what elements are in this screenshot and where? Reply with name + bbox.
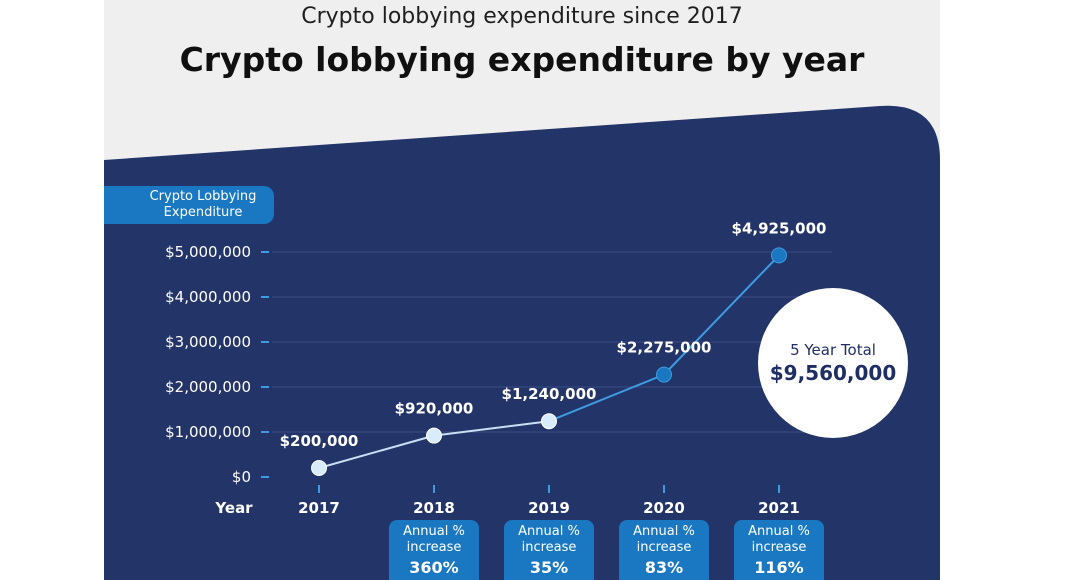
total-label: 5 Year Total xyxy=(790,341,876,359)
annual-increase-value: 116% xyxy=(754,558,804,577)
x-tick-label: 2020 xyxy=(643,499,685,517)
annual-increase-value: 360% xyxy=(409,558,459,577)
data-point xyxy=(311,460,327,476)
series-line-segment xyxy=(663,254,780,376)
annual-increase-badge: Annual % increase 35% xyxy=(504,520,594,580)
data-label: $2,275,000 xyxy=(617,339,712,357)
series-line-segment xyxy=(433,420,550,437)
chart-title: Crypto lobbying expenditure by year xyxy=(179,40,865,79)
annual-increase-label: Annual % increase xyxy=(633,524,695,555)
y-axis-label: Crypto Lobbying Expenditure xyxy=(149,189,257,220)
x-tick-label: 2021 xyxy=(758,499,800,517)
annual-increase-badge: Annual % increase 360% xyxy=(389,520,479,580)
infographic-card: Crypto lobbying expenditure since 2017 C… xyxy=(104,0,940,580)
y-axis-label-badge: Crypto Lobbying Expenditure xyxy=(104,186,274,224)
y-tick-label: $1,000,000 xyxy=(165,423,251,441)
y-tick-label: $4,000,000 xyxy=(165,288,251,306)
x-tick-label: 2018 xyxy=(413,499,455,517)
annual-increase-label: Annual % increase xyxy=(403,524,465,555)
data-label: $1,240,000 xyxy=(502,385,597,403)
series-line-segment xyxy=(548,373,665,423)
y-tick-label: $2,000,000 xyxy=(165,378,251,396)
series-line-segment xyxy=(318,434,435,469)
supertitle: Crypto lobbying expenditure since 2017 xyxy=(301,4,743,29)
annual-increase-label: Annual % increase xyxy=(748,524,810,555)
total-value: $9,560,000 xyxy=(769,361,897,385)
annual-increase-value: 83% xyxy=(644,558,684,577)
annual-increase-badge: Annual % increase 83% xyxy=(619,520,709,580)
data-label: $4,925,000 xyxy=(732,219,827,237)
data-point xyxy=(426,427,442,444)
data-point xyxy=(771,247,787,264)
y-tick-label: $3,000,000 xyxy=(165,333,251,351)
annual-increase-value: 35% xyxy=(529,558,569,577)
y-tick-label: $0 xyxy=(232,468,251,486)
y-tick-label: $5,000,000 xyxy=(165,243,251,261)
annual-increase-badge: Annual % increase 116% xyxy=(734,520,824,580)
data-point xyxy=(541,413,557,430)
line-chart: $0 $1,000,000 $2,000,000 $3,000,000 $4,000,0… xyxy=(165,219,832,517)
x-tick-label: 2019 xyxy=(528,499,570,517)
x-tick-label: 2017 xyxy=(298,499,340,517)
x-axis-label: Year xyxy=(214,499,253,517)
data-label: $920,000 xyxy=(395,400,474,418)
total-circle: 5 Year Total $9,560,000 xyxy=(758,288,908,438)
annual-increase-label: Annual % increase xyxy=(518,524,580,555)
data-label: $200,000 xyxy=(280,432,359,450)
chart-panel-background xyxy=(104,105,940,580)
data-point xyxy=(656,366,672,383)
